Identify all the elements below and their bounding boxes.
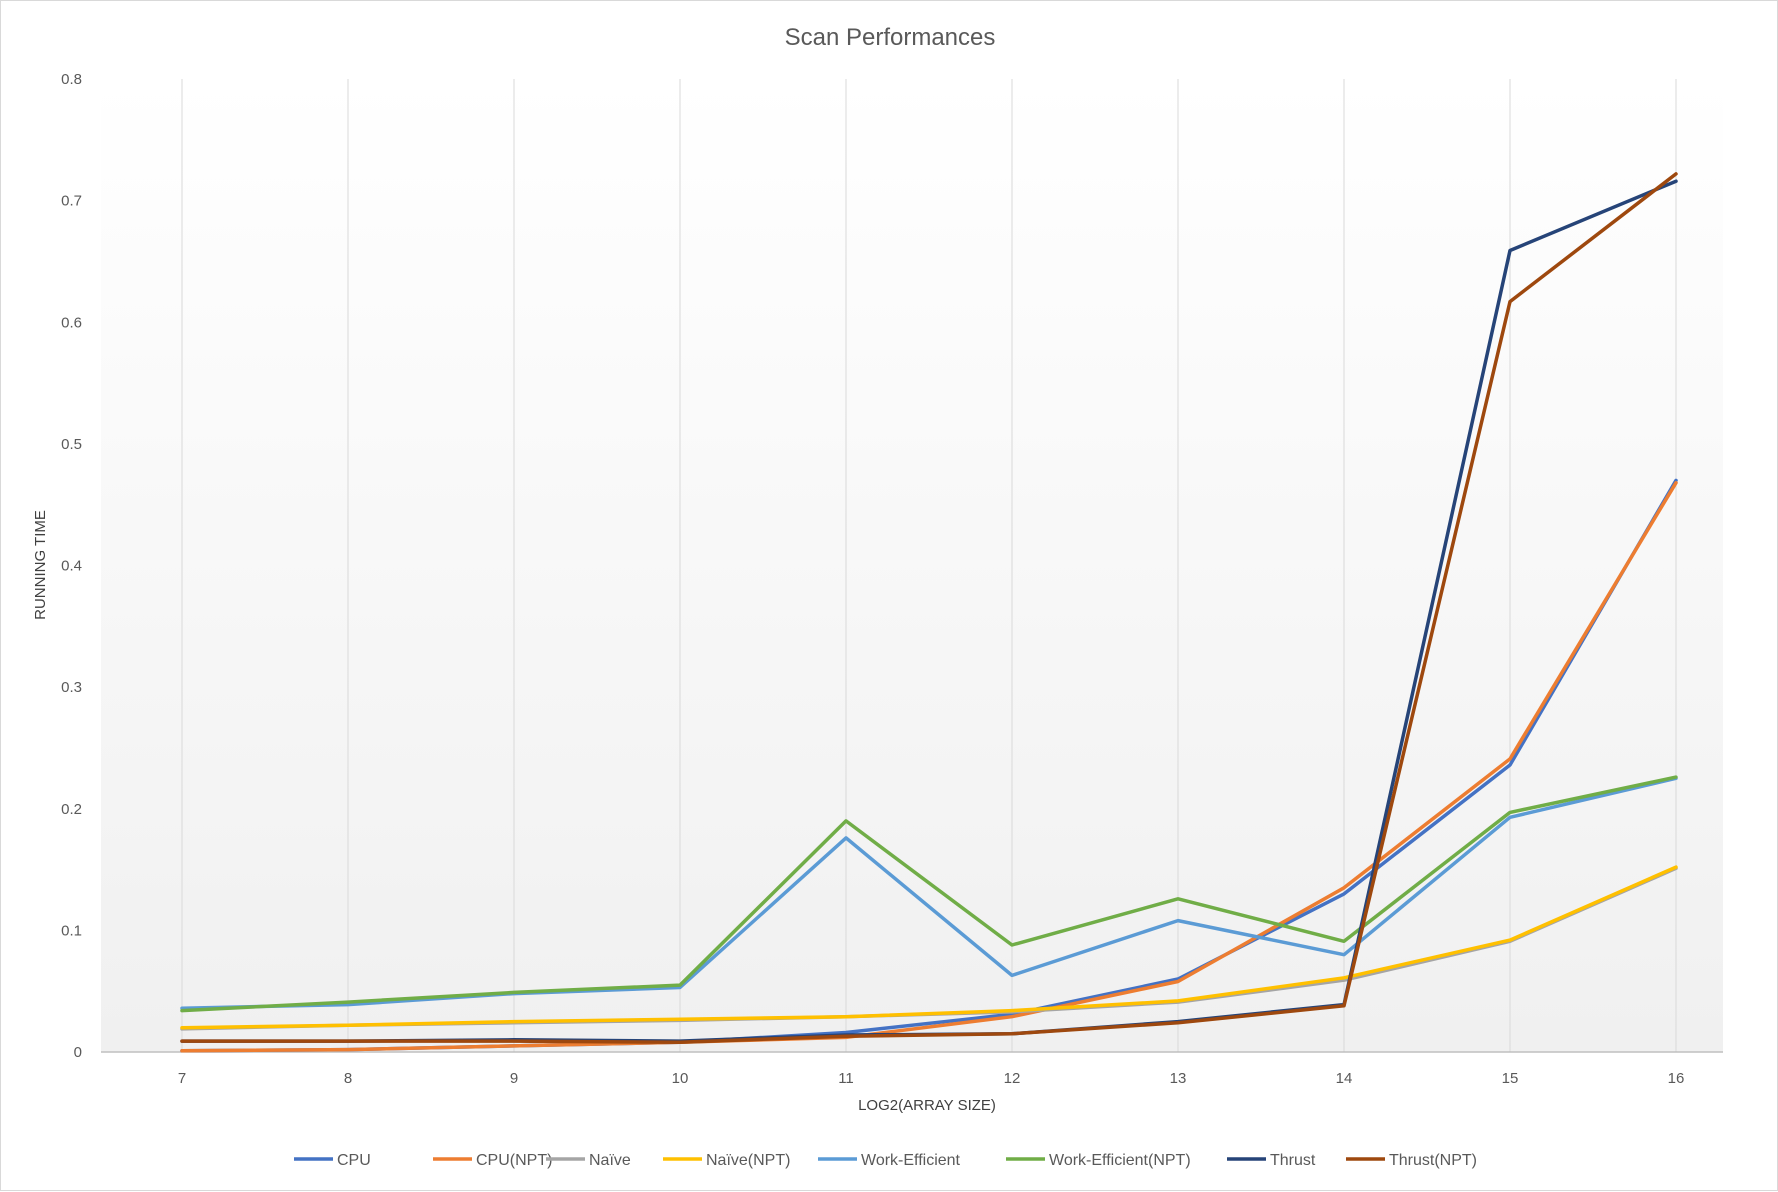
- y-tick-label: 0: [74, 1044, 82, 1061]
- y-axis-title: RUNNING TIME: [32, 510, 49, 620]
- x-tick-label: 10: [672, 1070, 689, 1087]
- legend-label: Work-Efficient(NPT): [1049, 1152, 1191, 1169]
- x-tick-label: 7: [178, 1070, 186, 1087]
- legend-item: CPU(NPT): [433, 1152, 552, 1169]
- legend-label: Work-Efficient: [861, 1152, 961, 1169]
- y-tick-label: 0.2: [61, 801, 82, 818]
- x-tick-label: 14: [1336, 1070, 1353, 1087]
- x-tick-label: 16: [1668, 1070, 1685, 1087]
- x-tick-label: 12: [1004, 1070, 1021, 1087]
- legend-item: Naïve(NPT): [663, 1152, 790, 1169]
- x-tick-label: 13: [1170, 1070, 1187, 1087]
- x-tick-label: 15: [1502, 1070, 1519, 1087]
- legend-item: Naïve: [546, 1152, 631, 1169]
- y-tick-label: 0.3: [61, 679, 82, 696]
- chart-title: Scan Performances: [785, 24, 996, 51]
- legend-label: Thrust(NPT): [1389, 1152, 1477, 1169]
- x-tick-label: 8: [344, 1070, 352, 1087]
- legend-item: Work-Efficient(NPT): [1006, 1152, 1191, 1169]
- legend-label: Thrust: [1270, 1152, 1316, 1169]
- y-tick-label: 0.5: [61, 436, 82, 453]
- plot-area: [101, 79, 1723, 1052]
- x-axis-title: LOG2(ARRAY SIZE): [858, 1097, 996, 1114]
- legend-label: Naïve(NPT): [706, 1152, 790, 1169]
- x-tick-labels: 7 8 9 10 11 12 13 14 15 16: [178, 1070, 1685, 1087]
- legend-label: CPU: [337, 1152, 371, 1169]
- legend-label: Naïve: [589, 1152, 631, 1169]
- legend-item: Thrust: [1227, 1152, 1316, 1169]
- y-tick-label: 0.4: [61, 558, 82, 575]
- x-tick-label: 9: [510, 1070, 518, 1087]
- y-tick-label: 0.8: [61, 71, 82, 88]
- y-tick-labels: 0 0.1 0.2 0.3 0.4 0.5 0.6 0.7 0.8: [61, 71, 82, 1061]
- legend-item: Work-Efficient: [818, 1152, 961, 1169]
- y-tick-label: 0.1: [61, 922, 82, 939]
- legend-label: CPU(NPT): [476, 1152, 552, 1169]
- y-tick-label: 0.6: [61, 314, 82, 331]
- y-tick-label: 0.7: [61, 193, 82, 210]
- x-tick-label: 11: [838, 1070, 854, 1087]
- legend-item: Thrust(NPT): [1346, 1152, 1477, 1169]
- legend-item: CPU: [294, 1152, 371, 1169]
- legend: CPU CPU(NPT) Naïve Naïve(NPT) Work-Efficient…: [294, 1152, 1477, 1169]
